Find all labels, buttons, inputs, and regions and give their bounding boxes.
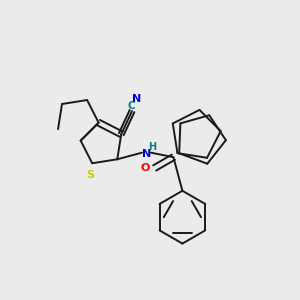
Text: S: S [87, 170, 95, 180]
Text: C: C [128, 101, 135, 111]
Text: O: O [141, 163, 150, 173]
Text: H: H [148, 142, 157, 152]
Text: N: N [142, 149, 151, 159]
Text: N: N [132, 94, 142, 104]
